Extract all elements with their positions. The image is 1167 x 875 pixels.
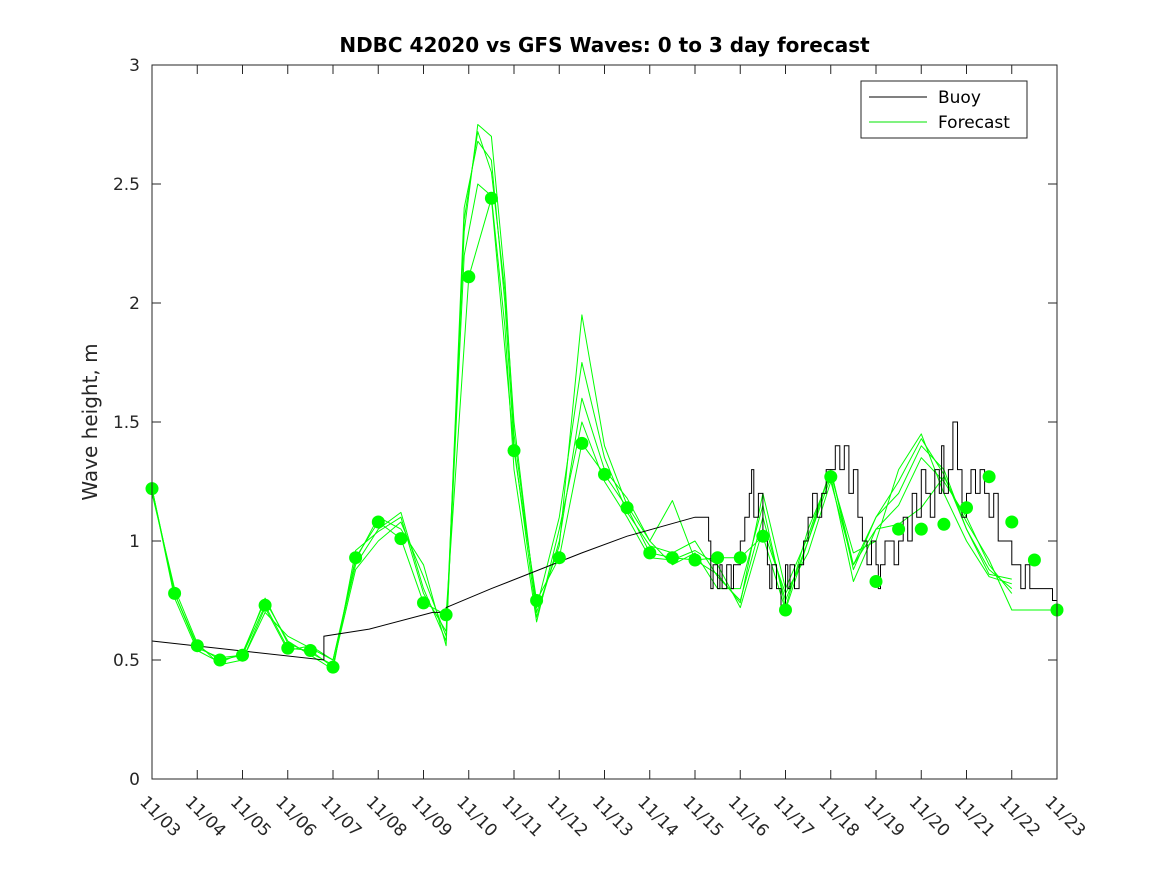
forecast-marker xyxy=(552,551,566,565)
forecast-marker xyxy=(168,586,182,600)
forecast-marker xyxy=(779,603,792,617)
forecast-marker xyxy=(665,551,679,565)
plot-frame xyxy=(151,64,1058,780)
y-tick-label: 0 xyxy=(129,770,140,790)
forecast-marker xyxy=(303,644,317,657)
legend-label: Forecast xyxy=(938,113,1010,133)
legend-label: Buoy xyxy=(938,88,981,108)
forecast-marker xyxy=(620,501,634,515)
forecast-marker xyxy=(484,191,498,205)
forecast-marker xyxy=(643,546,657,560)
buoy-line xyxy=(151,421,1058,661)
forecast-markers xyxy=(145,191,1064,674)
forecast-marker xyxy=(598,467,611,481)
y-tick-label: 3 xyxy=(129,56,140,76)
forecast-marker xyxy=(960,501,973,515)
forecast-marker xyxy=(394,532,408,546)
axis-ticks xyxy=(151,64,1058,780)
legend: Buoy Forecast xyxy=(860,80,1028,139)
forecast-marker xyxy=(281,641,295,655)
forecast-marker xyxy=(733,551,747,565)
forecast-marker xyxy=(190,639,204,653)
forecast-marker xyxy=(711,551,725,565)
y-tick-label: 2 xyxy=(129,294,140,314)
forecast-marker xyxy=(236,648,249,662)
y-axis-label: Wave height, m xyxy=(78,343,102,500)
forecast-marker xyxy=(824,470,838,484)
y-tick-label: 1.5 xyxy=(113,413,140,433)
forecast-marker xyxy=(937,517,951,531)
forecast-marker xyxy=(326,660,340,674)
forecast-marker xyxy=(1005,515,1019,529)
forecast-marker xyxy=(914,522,928,536)
forecast-marker xyxy=(417,596,430,610)
forecast-marker xyxy=(1027,553,1041,567)
y-tick-label: 1 xyxy=(129,532,140,552)
forecast-marker xyxy=(213,653,227,667)
forecast-marker xyxy=(892,522,906,536)
forecast-marker xyxy=(349,551,363,565)
forecast-marker xyxy=(869,575,883,588)
forecast-marker xyxy=(756,529,770,543)
forecast-marker xyxy=(575,436,589,450)
forecast-marker xyxy=(258,598,272,612)
forecast-marker xyxy=(462,270,476,284)
chart-title: NDBC 42020 vs GFS Waves: 0 to 3 day fore… xyxy=(339,33,870,57)
plot-area xyxy=(152,65,1057,779)
forecast-marker xyxy=(530,594,544,607)
forecast-marker xyxy=(982,470,996,484)
y-tick-label: 2.5 xyxy=(113,175,140,195)
forecast-marker xyxy=(439,608,453,622)
forecast-marker xyxy=(688,553,702,567)
legend-box xyxy=(860,80,1028,139)
forecast-marker xyxy=(371,515,385,529)
forecast-marker xyxy=(507,444,521,458)
y-tick-label: 0.5 xyxy=(113,651,140,671)
